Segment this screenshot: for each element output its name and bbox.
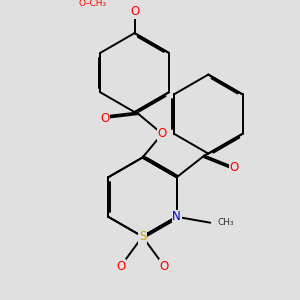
Text: O: O bbox=[160, 260, 169, 273]
Text: O: O bbox=[158, 127, 167, 140]
Text: O: O bbox=[100, 112, 110, 124]
Text: N: N bbox=[172, 210, 181, 223]
Text: O–CH₃: O–CH₃ bbox=[78, 0, 106, 8]
Text: O: O bbox=[130, 5, 139, 18]
Text: CH₃: CH₃ bbox=[218, 218, 234, 227]
Text: O: O bbox=[229, 161, 239, 174]
Text: S: S bbox=[139, 230, 146, 243]
Text: O: O bbox=[116, 260, 125, 273]
